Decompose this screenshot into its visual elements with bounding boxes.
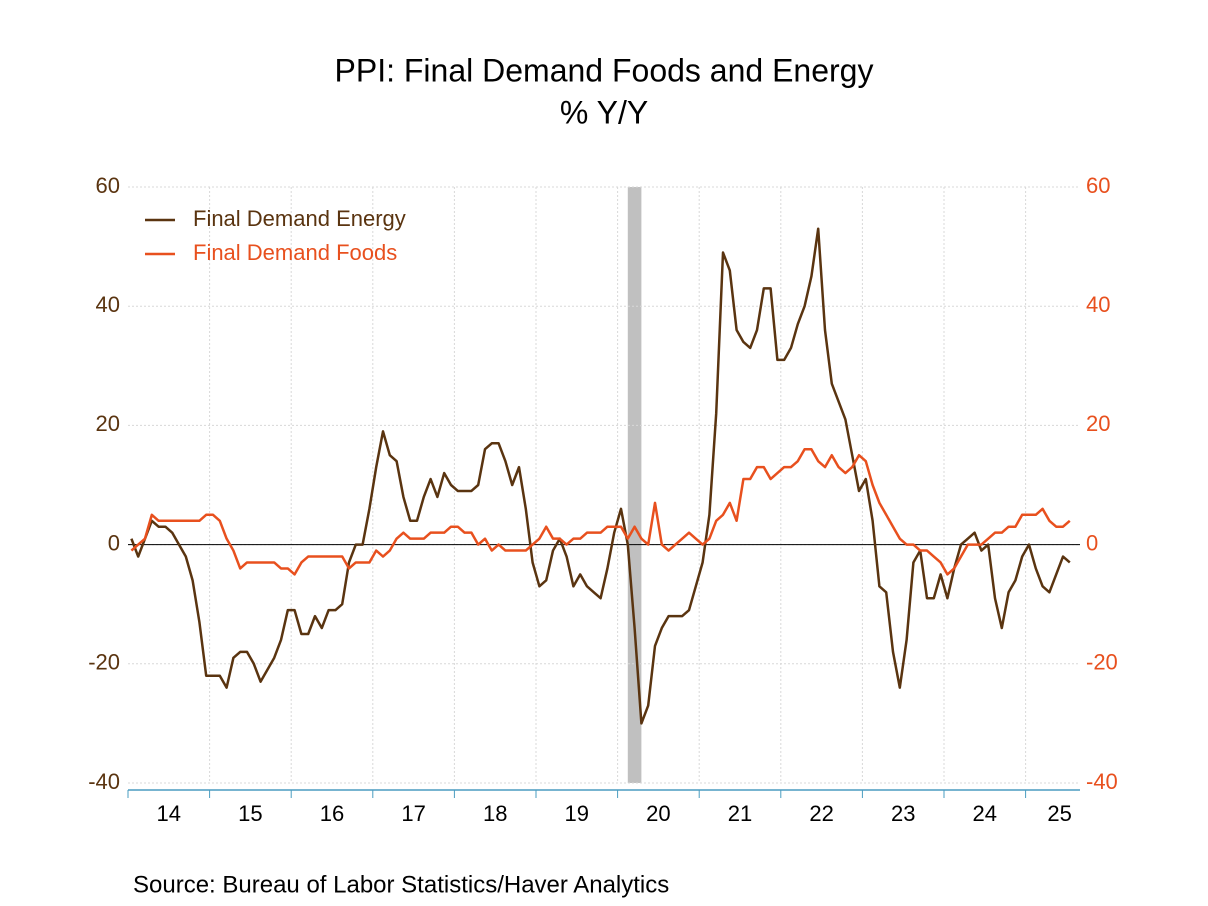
- x-tick-label: 23: [891, 801, 915, 826]
- y-tick-label: -20: [88, 650, 120, 675]
- x-tick-label: 18: [483, 801, 507, 826]
- x-tick-label: 17: [401, 801, 425, 826]
- x-tick-label: 15: [238, 801, 262, 826]
- y-tick-label: 20: [96, 411, 120, 436]
- x-tick-label: 16: [320, 801, 344, 826]
- series-line: [130, 447, 1071, 576]
- y-tick-label: 0: [108, 530, 120, 555]
- x-tick-label: 21: [728, 801, 752, 826]
- source-note: Source: Bureau of Labor Statistics/Haver…: [133, 871, 669, 898]
- legend-label: Final Demand Energy: [193, 206, 406, 231]
- series-line: [130, 227, 1071, 725]
- y-tick-label: 40: [96, 292, 120, 317]
- legend-label: Final Demand Foods: [193, 240, 397, 265]
- x-tick-label: 25: [1047, 801, 1071, 826]
- y-tick-label: -40: [88, 769, 120, 794]
- chart-subtitle: % Y/Y: [560, 94, 648, 130]
- x-tick-label: 24: [973, 801, 997, 826]
- y-tick-label: 60: [96, 173, 120, 198]
- x-tick-label: 22: [809, 801, 833, 826]
- x-tick-label: 19: [565, 801, 589, 826]
- y2-tick-label: 40: [1086, 292, 1110, 317]
- y2-tick-label: 60: [1086, 173, 1110, 198]
- y2-tick-label: -20: [1086, 650, 1118, 675]
- x-tick-label: 20: [646, 801, 670, 826]
- y2-tick-label: 0: [1086, 530, 1098, 555]
- x-tick-label: 14: [157, 801, 181, 826]
- shaded-period: [627, 187, 642, 783]
- y2-tick-label: -40: [1086, 769, 1118, 794]
- chart-title: PPI: Final Demand Foods and Energy: [335, 52, 874, 88]
- y2-tick-label: 20: [1086, 411, 1110, 436]
